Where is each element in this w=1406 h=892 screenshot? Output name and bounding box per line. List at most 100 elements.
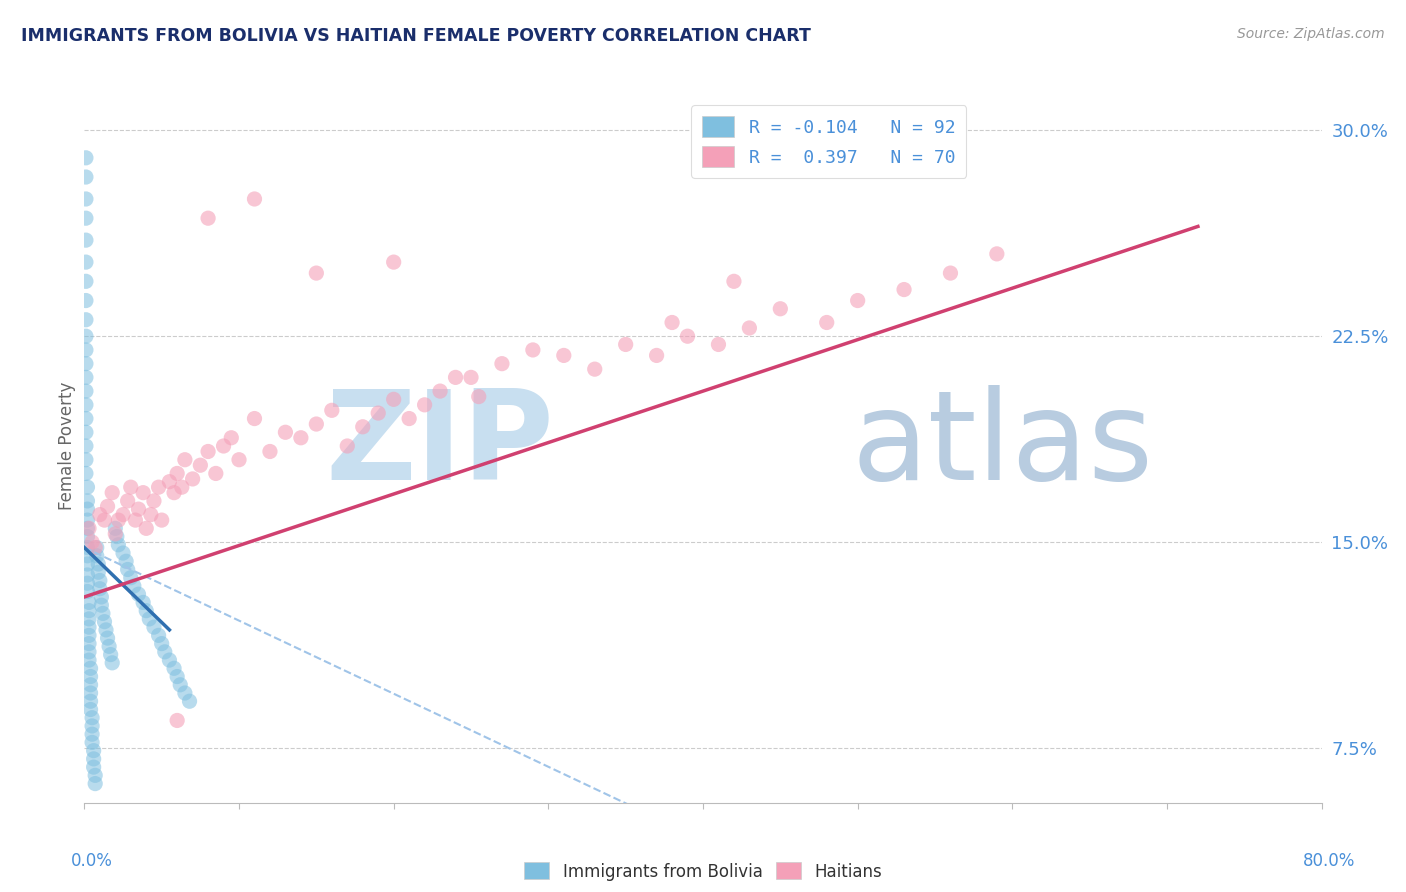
Point: [179, 694, 201, 708]
Point: [150, 637, 173, 651]
Point: [112, 546, 135, 560]
Point: [83, 744, 105, 758]
Point: [75, 151, 97, 165]
Point: [77, 604, 100, 618]
Point: [89, 582, 111, 596]
Point: [76, 502, 98, 516]
Point: [138, 612, 160, 626]
Point: [614, 337, 637, 351]
Point: [986, 247, 1008, 261]
Point: [90, 590, 112, 604]
Point: [522, 343, 544, 357]
Point: [101, 485, 124, 500]
Point: [90, 598, 112, 612]
Point: [166, 467, 188, 481]
Point: [76, 568, 98, 582]
Point: [79, 694, 101, 708]
Point: [367, 406, 389, 420]
Point: [79, 669, 101, 683]
Point: [75, 370, 97, 384]
Point: [259, 444, 281, 458]
Point: [398, 411, 420, 425]
Point: [444, 370, 467, 384]
Point: [413, 398, 436, 412]
Point: [84, 541, 107, 555]
Point: [174, 452, 197, 467]
Point: [429, 384, 451, 398]
Point: [127, 502, 149, 516]
Point: [243, 411, 266, 425]
Point: [135, 604, 157, 618]
Point: [77, 595, 100, 609]
Point: [321, 403, 343, 417]
Point: [676, 329, 699, 343]
Point: [75, 384, 97, 398]
Point: [89, 574, 111, 588]
Point: [115, 554, 138, 568]
Point: [75, 439, 97, 453]
Point: [82, 727, 104, 741]
Point: [107, 538, 129, 552]
Point: [467, 390, 491, 404]
Point: [939, 266, 962, 280]
Text: 80.0%: 80.0%: [1302, 852, 1355, 870]
Point: [305, 266, 328, 280]
Point: [75, 192, 97, 206]
Point: [197, 444, 219, 458]
Point: [139, 508, 162, 522]
Point: [117, 562, 139, 576]
Point: [352, 419, 374, 434]
Point: [87, 557, 110, 571]
Point: [77, 620, 100, 634]
Point: [75, 329, 97, 343]
Point: [120, 480, 142, 494]
Point: [79, 686, 101, 700]
Point: [75, 211, 97, 226]
Point: [94, 623, 117, 637]
Point: [75, 312, 97, 326]
Point: [77, 637, 100, 651]
Point: [645, 348, 668, 362]
Point: [75, 293, 97, 308]
Point: [79, 678, 101, 692]
Text: IMMIGRANTS FROM BOLIVIA VS HAITIAN FEMALE POVERTY CORRELATION CHART: IMMIGRANTS FROM BOLIVIA VS HAITIAN FEMAL…: [21, 27, 811, 45]
Point: [815, 316, 838, 330]
Point: [93, 513, 115, 527]
Point: [122, 579, 145, 593]
Point: [135, 521, 157, 535]
Point: [382, 392, 405, 407]
Point: [77, 653, 100, 667]
Point: [98, 640, 121, 654]
Point: [112, 508, 135, 522]
Point: [124, 513, 146, 527]
Point: [305, 417, 328, 431]
Point: [212, 439, 235, 453]
Point: [100, 648, 122, 662]
Point: [76, 584, 98, 599]
Text: ZIP: ZIP: [326, 385, 554, 507]
Point: [290, 431, 312, 445]
Point: [83, 760, 105, 774]
Point: [219, 431, 242, 445]
Point: [197, 211, 219, 226]
Point: [707, 337, 730, 351]
Point: [769, 301, 792, 316]
Point: [166, 714, 188, 728]
Text: 0.0%: 0.0%: [70, 852, 112, 870]
Point: [274, 425, 297, 440]
Point: [76, 480, 98, 494]
Point: [132, 485, 155, 500]
Point: [553, 348, 575, 362]
Point: [104, 526, 127, 541]
Point: [893, 283, 915, 297]
Point: [723, 274, 745, 288]
Point: [77, 521, 100, 535]
Point: [153, 645, 176, 659]
Point: [75, 452, 97, 467]
Point: [82, 535, 104, 549]
Point: [75, 425, 97, 440]
Point: [82, 735, 104, 749]
Point: [75, 169, 97, 184]
Point: [91, 607, 114, 621]
Point: [87, 566, 110, 580]
